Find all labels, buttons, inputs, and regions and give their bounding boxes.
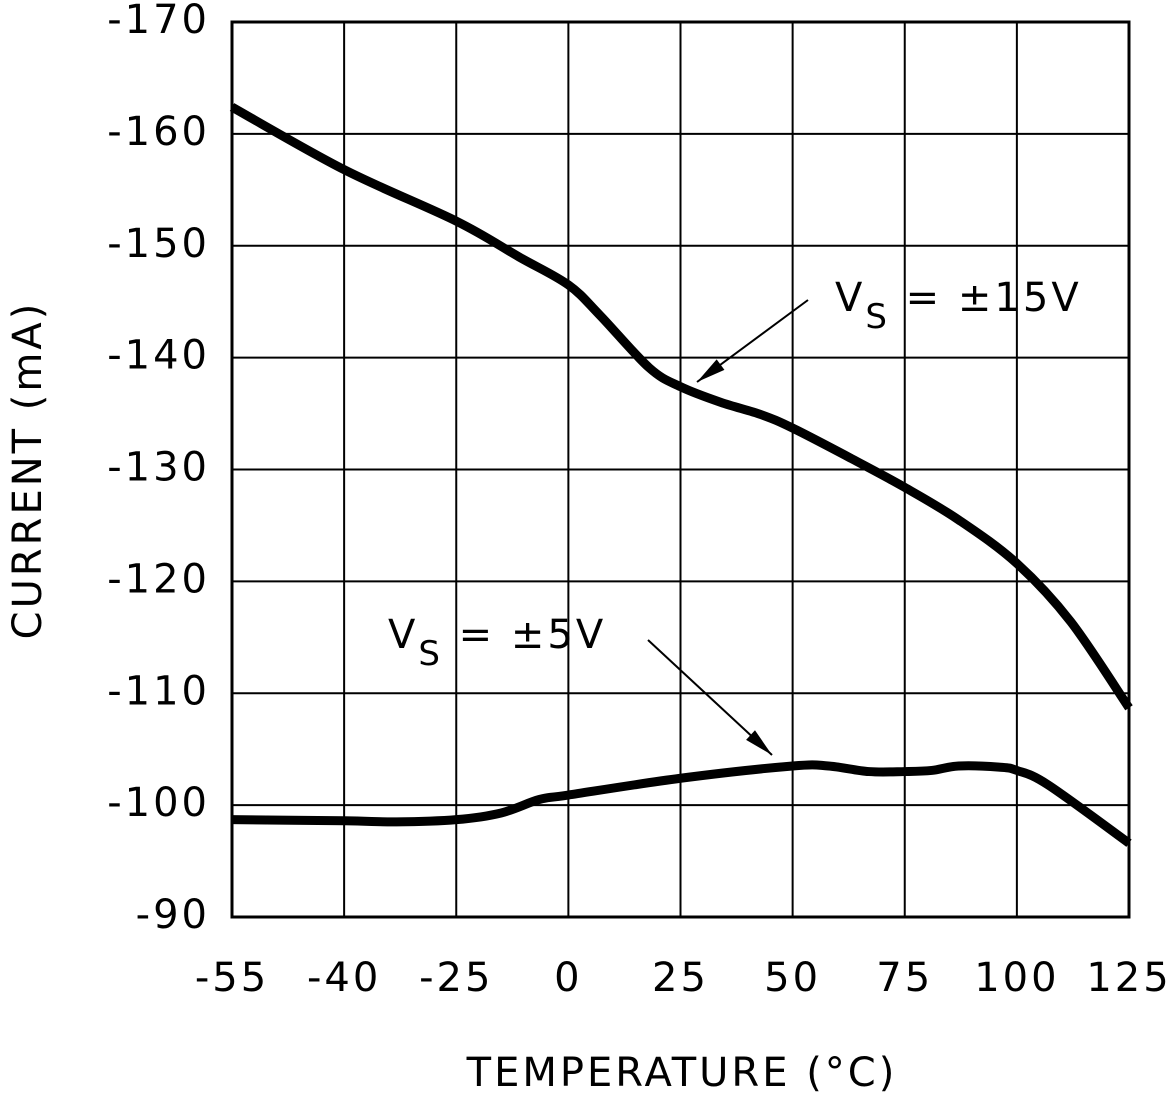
x-tick-label: 125	[1086, 955, 1168, 1001]
annotation-subscript: S	[418, 634, 443, 674]
x-tick-label: 100	[974, 955, 1059, 1001]
x-tick-label: 0	[554, 955, 582, 1001]
plot-border	[230, 20, 1131, 919]
annotation-suffix: = ±5V	[443, 612, 606, 658]
y-tick-label: -90	[136, 892, 210, 938]
annotation-suffix: = ±15V	[890, 275, 1082, 321]
x-tick-label: 50	[764, 955, 821, 1001]
annotation-subscript: S	[865, 297, 890, 337]
x-tick-label: 25	[652, 955, 709, 1001]
annotation-text: V	[835, 275, 865, 321]
y-tick-label: -150	[107, 221, 210, 267]
annotation: VS = ±15V	[835, 275, 1082, 337]
y-tick-label: -100	[107, 780, 210, 826]
x-tick-label: -55	[195, 955, 269, 1001]
annotation-arrowhead	[746, 730, 772, 755]
y-tick-label: -130	[107, 445, 210, 491]
annotation-arrowhead	[697, 359, 725, 382]
y-tick-label: -170	[107, 0, 210, 43]
y-tick-label: -110	[107, 668, 210, 714]
y-tick-label: -120	[107, 556, 210, 602]
y-axis-label: CURRENT (mA)	[5, 301, 51, 640]
data-line	[229, 103, 1133, 711]
data-line	[231, 760, 1132, 847]
y-tick-label: -140	[107, 333, 210, 379]
x-tick-label: -25	[419, 955, 493, 1001]
y-tick-label: -160	[107, 109, 210, 155]
x-tick-label: -40	[307, 955, 381, 1001]
annotation: VS = ±5V	[388, 612, 606, 674]
annotation-text: V	[388, 612, 418, 658]
x-tick-label: 75	[876, 955, 933, 1001]
x-axis-label: TEMPERATURE (°C)	[466, 1050, 898, 1096]
